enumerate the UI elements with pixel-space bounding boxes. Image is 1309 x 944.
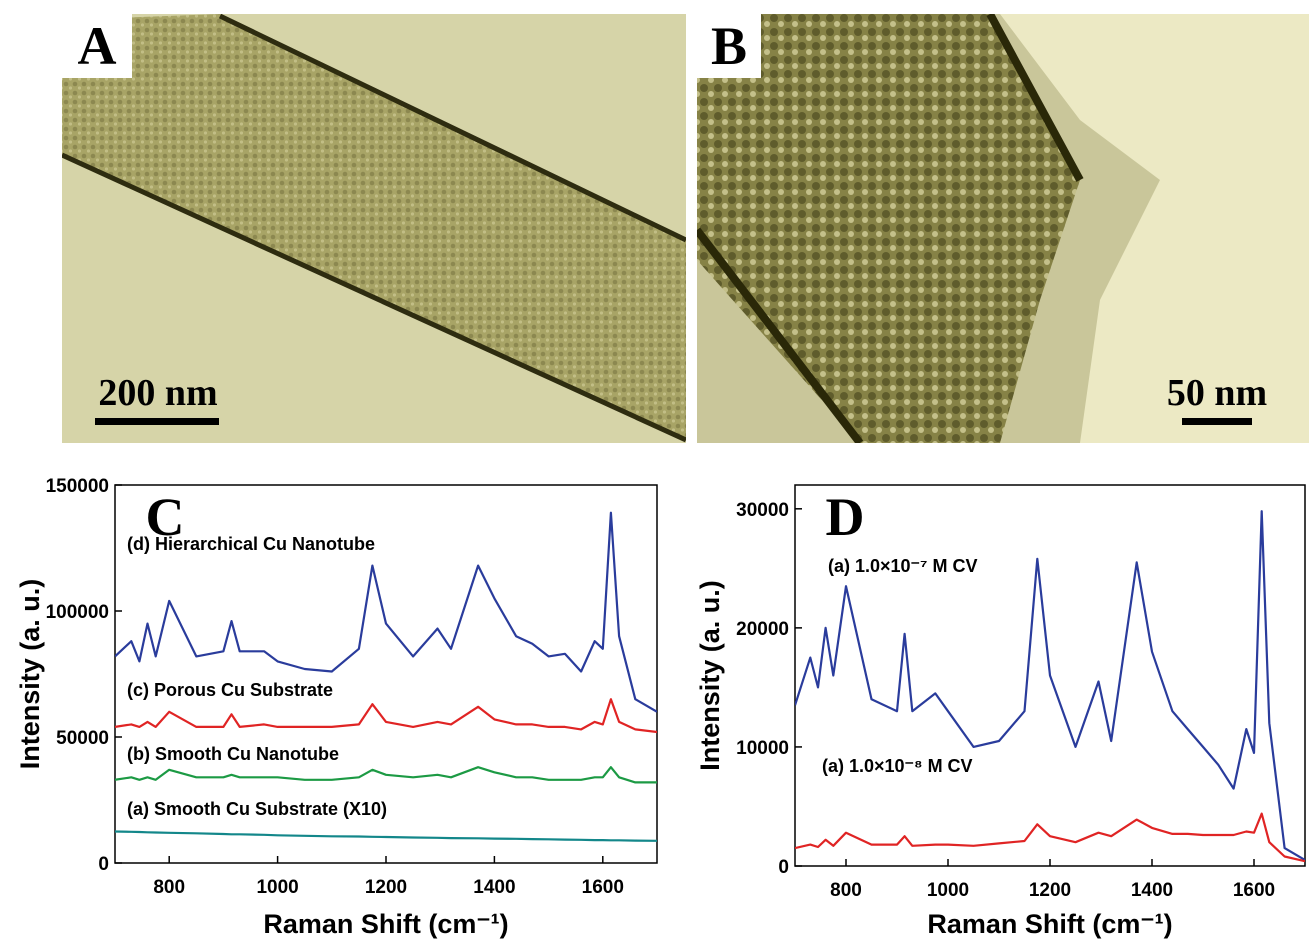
x-tick-label: 1000 — [256, 877, 298, 898]
x-axis-title: Raman Shift (cm⁻¹) — [263, 909, 508, 939]
tem-image-b — [697, 14, 1309, 443]
y-axis-title: Intensity (a. u.) — [695, 580, 725, 771]
panel-label: B — [711, 16, 747, 76]
label-box — [697, 14, 761, 78]
y-tick-label: 50000 — [56, 728, 109, 749]
y-tick-label: 0 — [98, 854, 109, 875]
series-label: (a) Smooth Cu Substrate (X10) — [127, 799, 387, 819]
label-box — [62, 14, 132, 78]
scale-bar — [1182, 418, 1252, 425]
y-tick-label: 0 — [778, 857, 789, 878]
series-line — [795, 812, 1305, 863]
tem-image-a — [62, 14, 686, 443]
series-label: (c) Porous Cu Substrate — [127, 680, 333, 700]
series-label: (a) 1.0×10⁻⁸ M CV — [822, 756, 973, 776]
panel-label: A — [78, 16, 117, 76]
x-tick-label: 800 — [830, 880, 862, 901]
scale-bar — [95, 418, 219, 425]
x-tick-label: 1200 — [365, 877, 407, 898]
series-label: (a) 1.0×10⁻⁷ M CV — [828, 556, 977, 576]
y-tick-label: 10000 — [736, 738, 789, 759]
y-tick-label: 150000 — [46, 476, 109, 497]
y-tick-label: 30000 — [736, 500, 789, 521]
scale-bar-label: 200 nm — [98, 372, 217, 414]
series-line — [115, 511, 657, 713]
x-tick-label: 1400 — [473, 877, 515, 898]
x-tick-label: 1200 — [1029, 880, 1071, 901]
panel-label: C — [146, 487, 185, 547]
series-line — [115, 766, 657, 784]
series-line — [795, 510, 1305, 861]
x-axis-title: Raman Shift (cm⁻¹) — [927, 909, 1172, 939]
y-tick-label: 100000 — [46, 602, 109, 623]
y-axis-title: Intensity (a. u.) — [15, 579, 45, 770]
x-tick-label: 1400 — [1131, 880, 1173, 901]
x-tick-label: 800 — [153, 877, 185, 898]
x-tick-label: 1000 — [927, 880, 969, 901]
x-tick-label: 1600 — [582, 877, 624, 898]
series-label: (d) Hierarchical Cu Nanotube — [127, 534, 375, 554]
series-line — [115, 698, 657, 734]
series-label: (b) Smooth Cu Nanotube — [127, 744, 339, 764]
y-tick-label: 20000 — [736, 619, 789, 640]
scale-bar-label: 50 nm — [1167, 372, 1267, 414]
series-line — [115, 830, 657, 842]
x-tick-label: 1600 — [1233, 880, 1275, 901]
panel-label: D — [826, 487, 865, 547]
